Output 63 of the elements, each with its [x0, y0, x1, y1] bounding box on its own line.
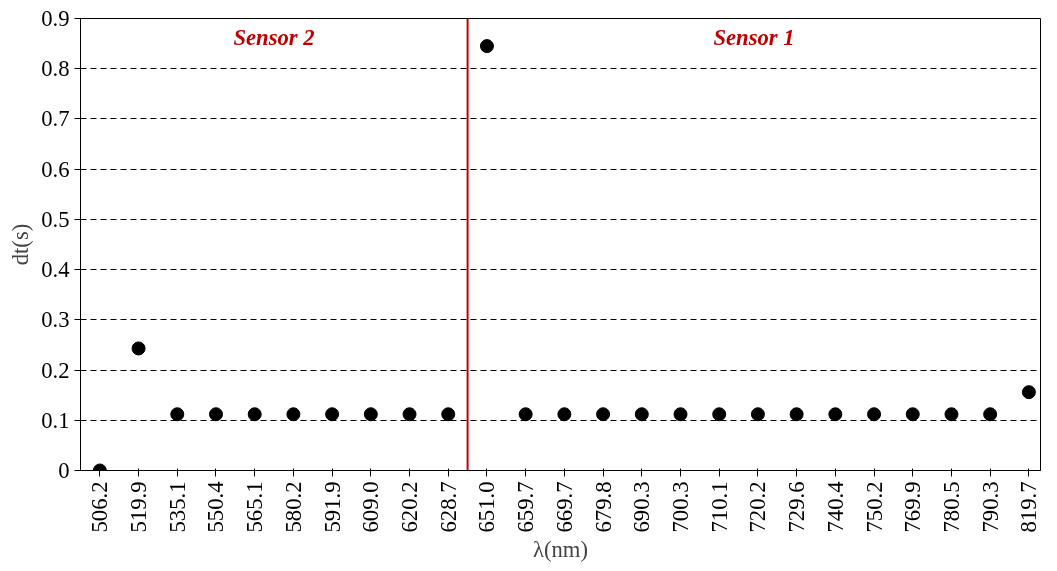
x-tick-label: 729.6 [784, 481, 810, 533]
x-tick-label: 565.1 [242, 481, 268, 533]
y-tick-label: 0.1 [41, 407, 70, 433]
x-tick-label: 591.9 [319, 481, 345, 533]
x-tick-label: 669.7 [551, 481, 577, 533]
annotation: Sensor 1 [713, 25, 795, 51]
point [983, 407, 998, 422]
annotation: Sensor 2 [233, 25, 315, 51]
point [867, 407, 882, 422]
point [518, 407, 533, 422]
x-tick-label: 519.9 [126, 481, 152, 533]
x-tick-label: 710.1 [706, 481, 732, 533]
point [441, 407, 456, 422]
x-tick-label: 700.3 [668, 481, 693, 533]
point [634, 407, 649, 422]
point [479, 39, 494, 54]
point [363, 407, 378, 422]
y-tick-label: 0.2 [41, 357, 70, 383]
point [557, 407, 572, 422]
x-axis-title: λ(nm) [532, 537, 589, 563]
point [712, 407, 727, 422]
y-tick-label: 0.4 [41, 257, 70, 283]
x-tick-label: 769.9 [900, 481, 926, 533]
point [1021, 385, 1036, 400]
x-tick-label: 580.2 [280, 481, 306, 533]
point [905, 407, 920, 422]
x-tick-label: 740.4 [822, 481, 848, 533]
y-tick-label: 0 [58, 458, 70, 483]
x-tick-label: 750.2 [861, 481, 887, 533]
point [170, 407, 185, 422]
y-tick-label: 0.8 [41, 56, 70, 82]
x-tick-label: 506.2 [87, 481, 113, 533]
point [131, 341, 146, 356]
point [208, 407, 223, 422]
x-tick-label: 628.7 [435, 481, 461, 533]
point [789, 407, 804, 422]
y-tick-label: 0.9 [41, 6, 70, 31]
x-tick-label: 690.3 [629, 481, 655, 533]
x-tick-label: 679.8 [590, 481, 616, 533]
x-tick-label: 780.5 [938, 481, 964, 533]
x-tick-label: 550.4 [203, 481, 229, 533]
x-tick-label: 609.0 [358, 481, 384, 533]
x-tick-label: 790.3 [977, 481, 1003, 533]
point [286, 407, 301, 422]
x-tick-label: 535.1 [164, 481, 190, 533]
y-tick-label: 0.5 [41, 206, 70, 232]
y-tick-label: 0.6 [41, 156, 70, 182]
point [325, 407, 340, 422]
y-tick-label: 0.3 [41, 307, 70, 333]
y-tick-label: 0.7 [41, 106, 70, 132]
x-tick-label: 659.7 [513, 481, 539, 533]
x-tick-label: 819.7 [1016, 481, 1042, 533]
point [596, 407, 611, 422]
x-tick-label: 651.0 [474, 481, 500, 533]
point [247, 407, 262, 422]
x-tick-label: 720.2 [745, 481, 771, 533]
point [673, 407, 688, 422]
point [750, 407, 765, 422]
point [944, 407, 959, 422]
x-tick-label: 620.2 [397, 481, 423, 533]
y-axis-title: dt(s) [8, 223, 34, 266]
point [828, 407, 843, 422]
point [402, 407, 417, 422]
